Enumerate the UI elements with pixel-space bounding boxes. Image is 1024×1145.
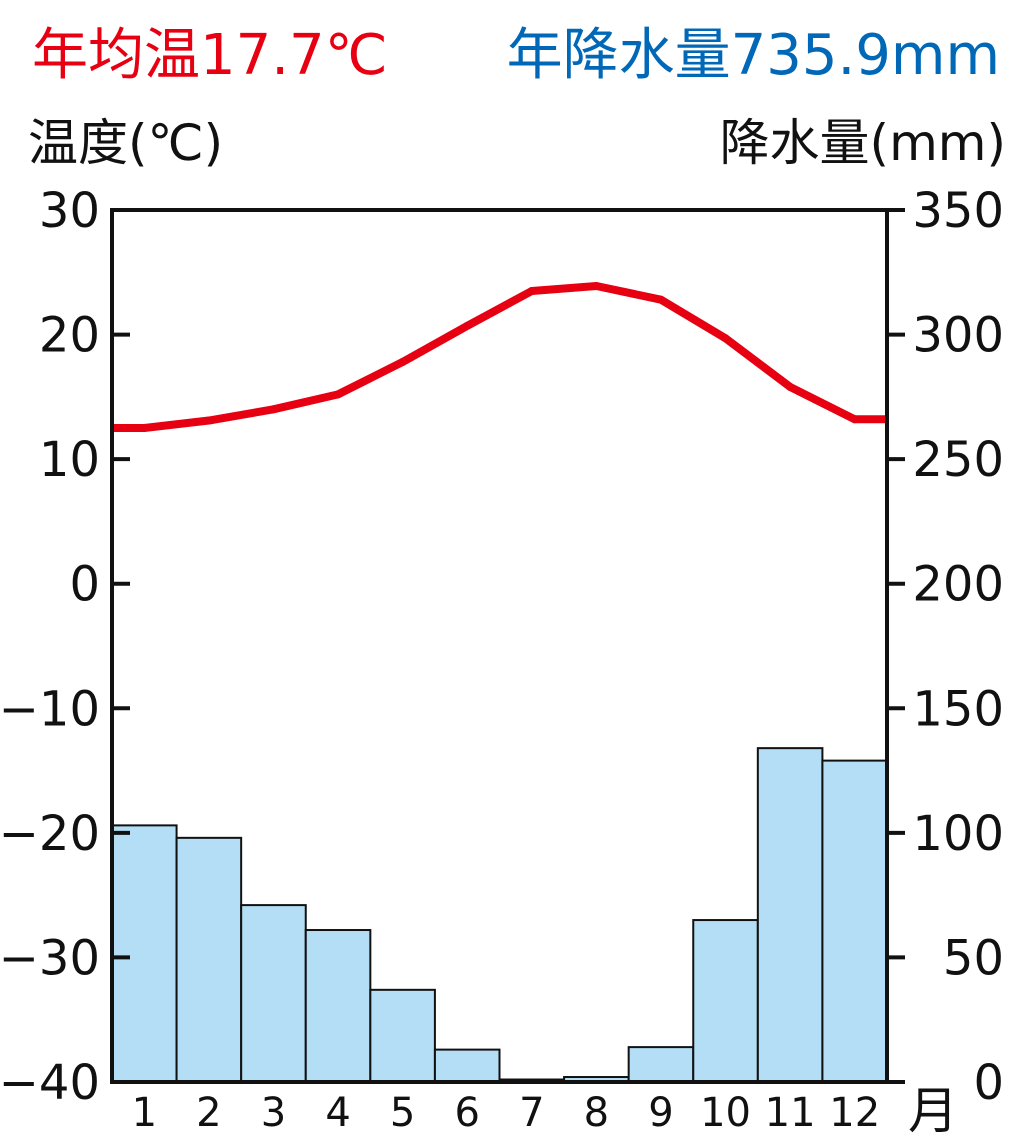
month-label-11: 11: [765, 1090, 816, 1136]
month-label-7: 7: [519, 1090, 544, 1136]
precip-bar-3: [240, 904, 307, 1083]
right-axis-title: 降水量(mm): [720, 114, 1006, 172]
right-tick-label: 100: [912, 806, 1004, 862]
precip-bar-5: [369, 988, 436, 1084]
chart-title-temperature: 年均温17.7℃: [32, 23, 388, 88]
right-tick-label: 200: [912, 557, 1004, 613]
temperature-point-4: [334, 390, 343, 399]
precip-bar-4: [304, 929, 372, 1084]
right-tick-label: 0: [973, 1055, 1004, 1111]
temperature-point-10: [721, 334, 730, 343]
month-label-12: 12: [829, 1090, 880, 1136]
temperature-line: [112, 281, 887, 432]
left-tick-label: 20: [39, 308, 100, 364]
month-label-5: 5: [390, 1090, 415, 1136]
temperature-point-2: [204, 416, 213, 425]
month-label-4: 4: [325, 1090, 350, 1136]
temperature-point-12: [850, 415, 859, 424]
month-label-10: 10: [700, 1090, 751, 1136]
month-label-8: 8: [584, 1090, 609, 1136]
right-tick-label: 350: [912, 183, 1004, 239]
month-label-9: 9: [648, 1090, 673, 1136]
precip-bar-6: [433, 1048, 501, 1083]
left-tick-label: 30: [39, 183, 100, 239]
temperature-point-8: [592, 281, 601, 290]
precip-bar-10: [692, 919, 759, 1083]
temperature-point-3: [269, 405, 278, 414]
x-axis-month-labels: 1 2 3 4 5 6 7 8 9 10 11 12: [132, 1090, 881, 1136]
left-tick-label: 10: [39, 432, 100, 488]
precip-bar-11: [756, 747, 824, 1084]
left-tick-label: −30: [0, 930, 100, 986]
left-axis-title: 温度(℃): [28, 114, 223, 172]
left-tick-label: 0: [69, 557, 100, 613]
plot-frame: [110, 208, 889, 1084]
temperature-point-1: [140, 424, 149, 432]
x-axis-unit: 月: [908, 1082, 958, 1140]
right-tick-label: 250: [912, 432, 1004, 488]
temperature-series: [112, 281, 887, 432]
month-label-3: 3: [261, 1090, 286, 1136]
left-tick-label: −40: [0, 1055, 100, 1111]
precipitation-bars: [111, 747, 888, 1084]
right-tick-label: 150: [912, 681, 1004, 737]
left-tick-label: −20: [0, 806, 100, 862]
temperature-point-7: [527, 286, 536, 295]
right-axis-tick-labels: 350 300 250 200 150 100 50 0: [912, 183, 1004, 1111]
precip-bar-2: [175, 836, 243, 1084]
precip-bar-9: [627, 1046, 695, 1083]
precip-bar-1: [111, 824, 178, 1083]
right-tick-label: 50: [943, 930, 1004, 986]
left-axis-tick-labels: 30 20 10 0 −10 −20 −30 −40: [0, 183, 100, 1111]
left-tick-label: −10: [0, 681, 100, 737]
temperature-point-9: [656, 295, 665, 304]
right-tick-label: 300: [912, 308, 1004, 364]
temperature-point-11: [786, 382, 795, 391]
temperature-point-6: [463, 321, 472, 330]
month-label-2: 2: [196, 1090, 221, 1136]
month-label-6: 6: [454, 1090, 479, 1136]
chart-title-precipitation: 年降水量735.9mm: [507, 23, 1000, 88]
month-label-1: 1: [132, 1090, 157, 1136]
precip-bar-12: [821, 759, 888, 1083]
temperature-point-5: [398, 357, 407, 366]
